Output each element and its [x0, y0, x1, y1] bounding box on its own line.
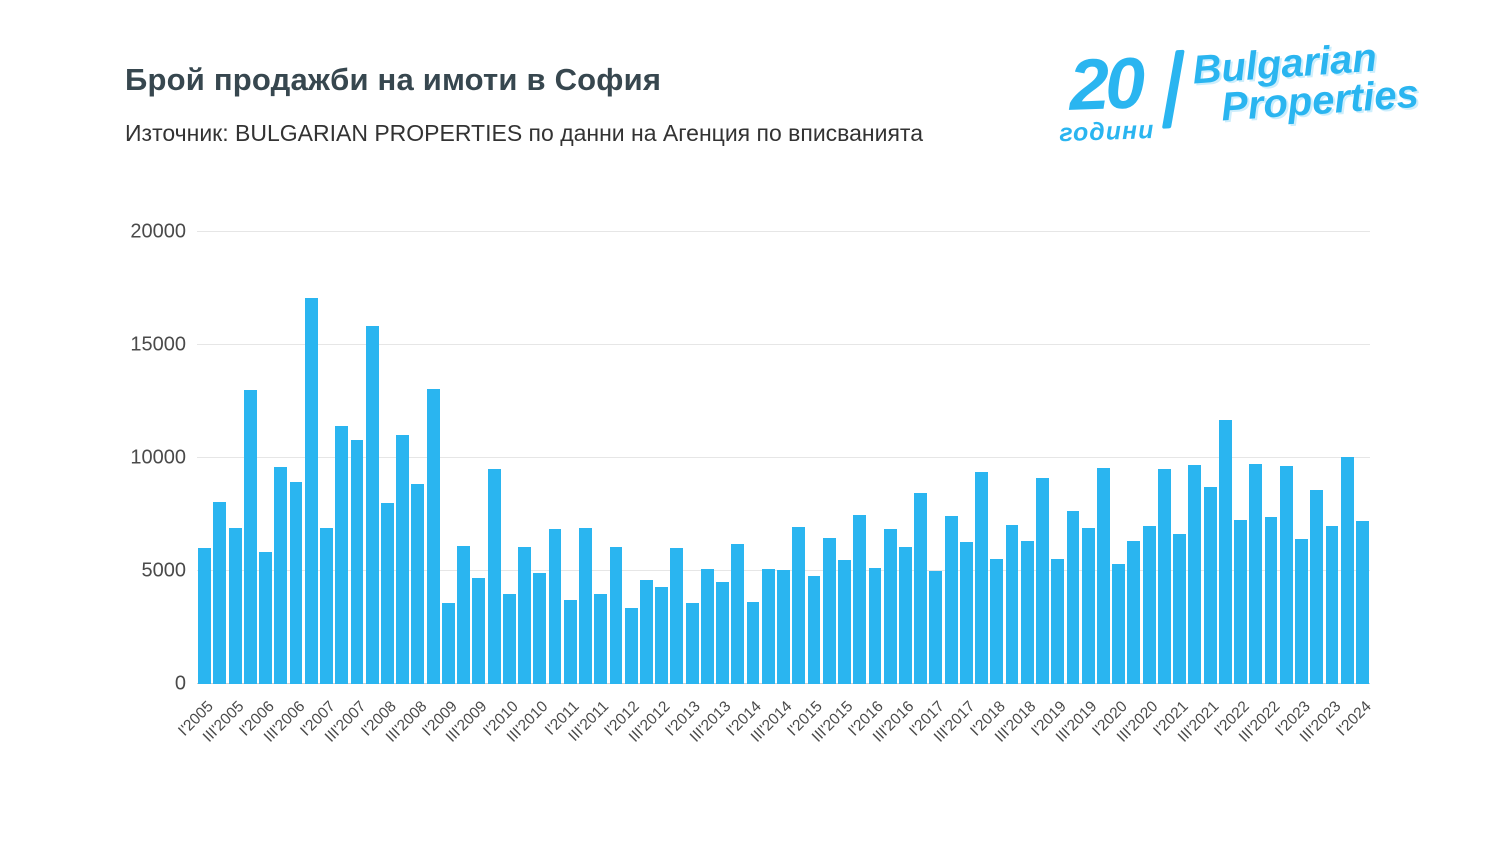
bar [396, 435, 410, 684]
bars [197, 232, 1370, 684]
bar [898, 547, 912, 684]
bar [1310, 489, 1324, 684]
bar [259, 551, 272, 684]
bar [1218, 419, 1232, 684]
bar [914, 493, 928, 684]
logo-anniversary-block: 20 години [1057, 43, 1155, 148]
y-axis: 0 5000 10000 15000 20000 [100, 221, 187, 695]
logo-brand-name: Bulgarian Properties [1191, 36, 1420, 130]
bar [670, 548, 684, 684]
logo-brand-bottom: Properties [1219, 72, 1421, 130]
bar [1112, 564, 1126, 684]
y-axis-tick-label: 0 [174, 672, 186, 695]
x-axis-labels: I'2005 III'2005 I'2006 III'2006 I'2007 III'20… [175, 690, 1374, 800]
bar [472, 577, 486, 684]
bar [411, 484, 425, 684]
bar [243, 390, 257, 684]
bar [777, 569, 790, 684]
bar [1325, 525, 1339, 684]
bar [213, 502, 227, 684]
bar [655, 586, 669, 684]
bar [700, 568, 714, 684]
brand-logo: 20 години Bulgarian Properties [1056, 36, 1420, 149]
bar [1203, 487, 1217, 684]
bar [441, 602, 455, 684]
bar [959, 541, 973, 684]
y-axis-tick-label: 15000 [130, 333, 186, 356]
bar [1066, 511, 1080, 684]
bar [807, 575, 821, 684]
gridline [197, 231, 1370, 232]
bar [304, 297, 318, 684]
gridline [197, 344, 1370, 345]
bar [624, 608, 638, 684]
bar [1234, 520, 1247, 684]
bar [1051, 558, 1065, 684]
bar [365, 325, 379, 684]
bar [944, 515, 958, 684]
bar [883, 529, 897, 684]
bar [685, 602, 699, 684]
bar [1097, 468, 1110, 684]
bar [1020, 540, 1034, 684]
bar [1356, 521, 1369, 684]
bar [228, 528, 242, 684]
bar [1295, 539, 1308, 684]
bar [1279, 465, 1293, 684]
bar [838, 559, 851, 684]
bar [853, 514, 867, 684]
bar [533, 573, 547, 684]
bar [335, 426, 349, 684]
bar [1340, 456, 1354, 684]
bar [548, 529, 562, 684]
bar [1188, 464, 1202, 684]
bar [639, 580, 653, 684]
logo-years-label: години [1058, 116, 1155, 148]
bar [594, 593, 608, 684]
bar [1036, 478, 1049, 684]
bar [609, 547, 623, 684]
gridline [197, 457, 1370, 458]
logo-20-number: 20 [1067, 43, 1143, 126]
bar [1249, 463, 1263, 684]
bar [1127, 540, 1141, 684]
bar [731, 543, 745, 684]
bar [1264, 516, 1278, 684]
bar [1173, 533, 1187, 684]
bar [381, 503, 394, 684]
bar [350, 439, 364, 684]
bar [990, 558, 1004, 684]
y-axis-tick-label: 5000 [141, 559, 187, 582]
bar [579, 528, 592, 684]
y-axis-tick-label: 10000 [130, 446, 186, 469]
chart-plot-area [197, 231, 1370, 684]
bar [487, 469, 501, 684]
bar [716, 582, 730, 684]
bar [457, 546, 471, 684]
bar [198, 548, 212, 684]
bar [1081, 528, 1095, 684]
bar [426, 389, 440, 684]
bar [502, 593, 516, 684]
logo-slash-icon [1162, 49, 1185, 129]
bar [518, 547, 531, 684]
bar [822, 538, 836, 684]
y-axis-tick-label: 20000 [130, 220, 186, 243]
bar [868, 567, 882, 684]
bar [1157, 469, 1171, 684]
bar [746, 601, 760, 684]
bar [1005, 524, 1019, 684]
bar [320, 528, 333, 684]
bar [274, 467, 288, 684]
bar [975, 471, 988, 684]
page-title: Брой продажби на имоти в София [125, 62, 662, 97]
bar [289, 481, 303, 684]
bar [1142, 525, 1156, 684]
bar [929, 571, 943, 684]
bar [563, 600, 577, 684]
bar [792, 526, 806, 684]
bar [761, 568, 775, 684]
page-subtitle: Източник: BULGARIAN PROPERTIES по данни … [125, 120, 923, 146]
